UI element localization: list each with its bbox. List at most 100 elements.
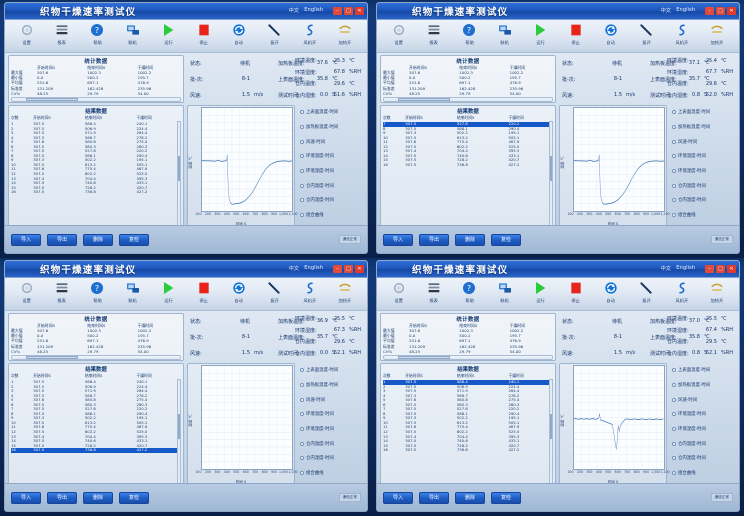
table-row[interactable]: 11 307.6 775.4 467.9 (383, 425, 553, 430)
lang-english[interactable]: English (304, 265, 323, 271)
minimize-button[interactable]: – (705, 264, 714, 273)
table-row[interactable]: 12 307.5 802.2 525.0 (11, 429, 181, 435)
export-button[interactable]: 导出 (419, 491, 449, 504)
table-row[interactable]: 6 307.5 580.3 280.3 (383, 402, 553, 408)
toolbar-settings[interactable]: 设置 (383, 279, 415, 304)
toolbar-run[interactable]: 运行 (152, 21, 184, 46)
curve-option-0[interactable]: 上表面温度-时间 (300, 109, 364, 115)
table-row[interactable]: 7 307.5 527.8 220.2 (383, 407, 553, 412)
table-row[interactable]: 13 307.4 704.4 395.3 (11, 434, 181, 440)
import-button[interactable]: 导入 (11, 491, 41, 504)
lang-english[interactable]: English (304, 7, 323, 13)
minimize-button[interactable]: – (333, 6, 342, 15)
curve-option-5[interactable]: 仓内温度-时间 (300, 441, 364, 447)
table-row[interactable]: 9 307.3 502.2 195.1 (383, 131, 553, 136)
toolbar-reset[interactable]: 复开 (258, 21, 290, 46)
maximize-button[interactable]: □ (344, 264, 353, 273)
lang-english[interactable]: English (676, 7, 695, 13)
table-row[interactable]: 5 307.6 580.8 275.4 (11, 398, 181, 403)
table-row[interactable]: 16 307.5 736.8 427.2 (383, 162, 553, 168)
table-row[interactable]: 13 307.4 704.4 395.3 (383, 149, 553, 154)
curve-option-5[interactable]: 仓内温度-时间 (300, 183, 364, 189)
curve-option-7[interactable]: 组合曲线 (300, 470, 364, 476)
curve-option-6[interactable]: 仓内湿度-时间 (672, 197, 736, 203)
curve-option-0[interactable]: 上表面温度-时间 (672, 109, 736, 115)
table-row[interactable]: 16 307.5 736.8 427.2 (11, 448, 181, 453)
curve-option-1[interactable]: 加热板温度-时间 (672, 382, 736, 388)
table-row[interactable]: 9 307.3 502.2 195.1 (383, 416, 553, 421)
table-row[interactable]: 2 307.5 506.9 224.4 (11, 384, 181, 390)
toolbar-run[interactable]: 运行 (152, 279, 184, 304)
toolbar-report[interactable]: 报表 (46, 279, 78, 304)
import-button[interactable]: 导入 (11, 233, 41, 246)
table-row[interactable]: 8 307.5 588.1 290.4 (11, 153, 181, 159)
table-row[interactable]: 8 307.5 588.1 290.4 (383, 126, 553, 132)
table-row[interactable]: 16 307.5 736.8 427.2 (11, 190, 181, 195)
recheck-button[interactable]: 复检 (119, 233, 149, 246)
toolbar-auto[interactable]: 自动 (595, 21, 627, 46)
toolbar-stop[interactable]: 停止 (560, 21, 592, 46)
close-button[interactable]: ✕ (727, 264, 736, 273)
statistics-hscrollbar[interactable] (383, 354, 553, 360)
toolbar-fan[interactable]: 风机开 (294, 21, 326, 46)
curve-option-6[interactable]: 仓内湿度-时间 (672, 455, 736, 461)
toolbar-auto[interactable]: 自动 (595, 279, 627, 304)
table-row[interactable]: 7 307.5 527.8 220.2 (11, 407, 181, 412)
table-row[interactable]: 10 307.5 613.2 505.1 (11, 420, 181, 426)
curve-option-4[interactable]: 环境湿度-时间 (300, 426, 364, 432)
table-row[interactable]: 14 307.5 740.6 433.1 (11, 439, 181, 444)
toolbar-settings[interactable]: 设置 (11, 21, 43, 46)
export-button[interactable]: 导出 (47, 491, 77, 504)
curve-option-0[interactable]: 上表面温度-时间 (672, 367, 736, 373)
toolbar-settings[interactable]: 设置 (383, 21, 415, 46)
lang-chinese[interactable]: 中文 (660, 8, 671, 14)
curve-option-7[interactable]: 组合曲线 (672, 470, 736, 476)
toolbar-run[interactable]: 运行 (524, 279, 556, 304)
curve-option-3[interactable]: 环境温度-时间 (672, 411, 736, 417)
table-row[interactable]: 1 307.5 588.4 240.1 (11, 121, 181, 127)
table-row[interactable]: 11 307.6 775.4 467.9 (11, 425, 181, 430)
table-row[interactable]: 13 307.4 704.4 395.3 (383, 434, 553, 440)
lang-chinese[interactable]: 中文 (288, 8, 299, 14)
toolbar-help[interactable]: ? 帮助 (453, 21, 485, 46)
toolbar-reset[interactable]: 复开 (630, 279, 662, 304)
curve-option-2[interactable]: 风速-时间 (672, 397, 736, 403)
curve-option-3[interactable]: 环境温度-时间 (300, 411, 364, 417)
lang-english[interactable]: English (676, 265, 695, 271)
curve-option-2[interactable]: 风速-时间 (300, 139, 364, 145)
toolbar-stop[interactable]: 停止 (188, 21, 220, 46)
recheck-button[interactable]: 复检 (119, 491, 149, 504)
toolbar-report[interactable]: 报表 (46, 21, 78, 46)
chart-canvas[interactable] (573, 365, 665, 470)
table-row[interactable]: 14 307.5 740.6 433.1 (11, 181, 181, 186)
table-row[interactable]: 8 307.5 588.1 290.4 (11, 411, 181, 417)
curve-option-3[interactable]: 环境温度-时间 (300, 153, 364, 159)
statistics-hscrollbar[interactable] (11, 354, 181, 360)
table-row[interactable]: 1 307.5 588.4 240.1 (383, 379, 553, 385)
minimize-button[interactable]: – (705, 6, 714, 15)
table-row[interactable]: 5 307.6 580.8 275.4 (383, 398, 553, 403)
export-button[interactable]: 导出 (419, 233, 449, 246)
toolbar-connect[interactable]: 联机 (117, 21, 149, 46)
curve-option-7[interactable]: 组合曲线 (300, 212, 364, 218)
table-row[interactable]: 10 307.5 613.2 505.1 (383, 135, 553, 141)
table-row[interactable]: 2 307.5 506.9 224.4 (11, 126, 181, 132)
close-button[interactable]: ✕ (355, 6, 364, 15)
toolbar-run[interactable]: 运行 (524, 21, 556, 46)
curve-option-1[interactable]: 加热板温度-时间 (672, 124, 736, 130)
import-button[interactable]: 导入 (383, 233, 413, 246)
toolbar-heat[interactable]: 加热开 (329, 21, 361, 46)
close-button[interactable]: ✕ (355, 264, 364, 273)
lang-chinese[interactable]: 中文 (288, 266, 299, 272)
toolbar-heat[interactable]: 加热开 (701, 21, 733, 46)
curve-option-4[interactable]: 环境湿度-时间 (672, 426, 736, 432)
results-vscrollbar[interactable] (177, 121, 181, 236)
table-row[interactable]: 8 307.5 588.1 290.4 (383, 411, 553, 417)
statistics-hscrollbar[interactable] (383, 96, 553, 102)
table-row[interactable]: 6 307.5 580.3 280.3 (11, 144, 181, 150)
table-row[interactable]: 3 307.5 571.9 264.4 (383, 389, 553, 394)
table-row[interactable]: 14 307.5 740.6 433.1 (383, 153, 553, 159)
table-row[interactable]: 7 307.5 527.8 220.2 (11, 149, 181, 154)
curve-option-1[interactable]: 加热板温度-时间 (300, 124, 364, 130)
curve-option-3[interactable]: 环境温度-时间 (672, 153, 736, 159)
